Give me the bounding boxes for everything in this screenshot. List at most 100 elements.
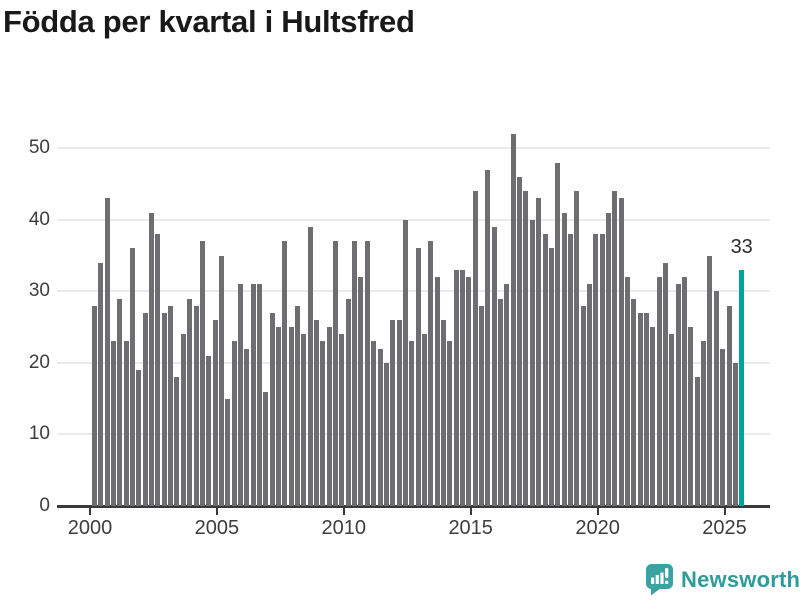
bar bbox=[656, 277, 662, 506]
bar bbox=[225, 398, 231, 506]
bar bbox=[479, 305, 485, 506]
bar bbox=[574, 191, 580, 506]
x-tick-label: 2020 bbox=[575, 517, 620, 539]
bar bbox=[682, 277, 688, 506]
bar bbox=[92, 305, 97, 506]
bar bbox=[536, 198, 542, 506]
bar bbox=[402, 219, 408, 506]
bar bbox=[720, 348, 726, 506]
bar bbox=[453, 269, 459, 506]
bar bbox=[250, 284, 256, 506]
bar bbox=[288, 327, 294, 506]
y-tick-label: 20 bbox=[28, 351, 50, 373]
y-tick-label: 0 bbox=[39, 495, 50, 516]
bar bbox=[421, 334, 427, 506]
bar bbox=[491, 226, 497, 506]
bar bbox=[168, 305, 174, 506]
bar bbox=[282, 241, 288, 506]
bar bbox=[149, 212, 155, 506]
newsworthy-logo: Newsworthy bbox=[645, 564, 800, 596]
bar bbox=[142, 312, 148, 506]
chart-title: Födda per kvartal i Hultsfred bbox=[3, 4, 415, 39]
newsworthy-logo-icon bbox=[646, 564, 673, 596]
bar bbox=[98, 262, 104, 506]
x-tick-mark bbox=[342, 508, 345, 515]
bar bbox=[650, 327, 656, 506]
bar bbox=[517, 176, 523, 506]
bar bbox=[231, 341, 237, 506]
newsworthy-logo-text: Newsworthy bbox=[681, 567, 800, 592]
x-tick-mark bbox=[89, 508, 91, 515]
bar bbox=[314, 320, 320, 506]
bar bbox=[447, 341, 453, 506]
bar bbox=[504, 284, 510, 506]
y-tick-label: 30 bbox=[28, 280, 50, 302]
bar bbox=[428, 241, 434, 506]
gridline bbox=[57, 290, 770, 293]
gridline bbox=[57, 218, 770, 221]
bar bbox=[605, 212, 611, 506]
bar bbox=[136, 370, 142, 506]
bar bbox=[555, 162, 561, 506]
x-tick-label: 2015 bbox=[448, 517, 493, 539]
bar bbox=[301, 334, 307, 506]
bar bbox=[466, 277, 472, 506]
bar bbox=[523, 191, 529, 506]
bar bbox=[352, 241, 358, 506]
bar bbox=[440, 320, 446, 506]
bar bbox=[618, 198, 624, 506]
bar bbox=[276, 327, 281, 506]
x-tick-mark bbox=[215, 508, 218, 515]
bar bbox=[174, 377, 180, 506]
bar bbox=[104, 198, 110, 506]
bar bbox=[345, 298, 351, 506]
bar bbox=[123, 341, 129, 506]
bar bbox=[644, 312, 649, 506]
bar bbox=[199, 241, 205, 506]
bar bbox=[688, 327, 694, 506]
bar bbox=[155, 234, 161, 506]
bar bbox=[333, 241, 339, 506]
x-tick-mark bbox=[723, 508, 726, 515]
bar bbox=[161, 312, 167, 506]
gridline bbox=[57, 147, 770, 150]
bar bbox=[263, 391, 269, 506]
bar bbox=[409, 341, 415, 506]
bar bbox=[111, 341, 117, 506]
bar bbox=[383, 362, 389, 506]
bar bbox=[307, 226, 313, 506]
bar bbox=[218, 255, 224, 506]
bar bbox=[548, 248, 554, 506]
x-tick-label: 2005 bbox=[194, 517, 240, 539]
bar bbox=[180, 334, 186, 506]
bar bbox=[212, 320, 218, 506]
bar bbox=[358, 277, 364, 506]
bar bbox=[663, 262, 669, 506]
bar bbox=[713, 291, 719, 506]
bar bbox=[460, 269, 465, 506]
bar bbox=[612, 191, 618, 506]
bar bbox=[295, 305, 301, 506]
bar bbox=[707, 255, 713, 506]
bar bbox=[237, 284, 243, 506]
bar bbox=[339, 334, 345, 506]
y-tick-label: 10 bbox=[28, 423, 50, 445]
bar bbox=[732, 362, 738, 506]
highlighted-bar bbox=[739, 269, 745, 506]
bar bbox=[631, 298, 637, 506]
x-tick-mark bbox=[469, 508, 472, 515]
bar bbox=[701, 341, 707, 506]
bar bbox=[593, 234, 599, 506]
bar bbox=[377, 348, 383, 506]
y-tick-label: 40 bbox=[28, 208, 50, 230]
bar bbox=[206, 355, 212, 506]
x-tick-label: 2010 bbox=[321, 517, 367, 539]
bar bbox=[669, 334, 675, 506]
bar bbox=[485, 169, 491, 506]
bar bbox=[364, 241, 370, 506]
bar bbox=[567, 234, 573, 506]
bar bbox=[371, 341, 377, 506]
bar bbox=[256, 284, 262, 506]
bar bbox=[326, 327, 332, 506]
